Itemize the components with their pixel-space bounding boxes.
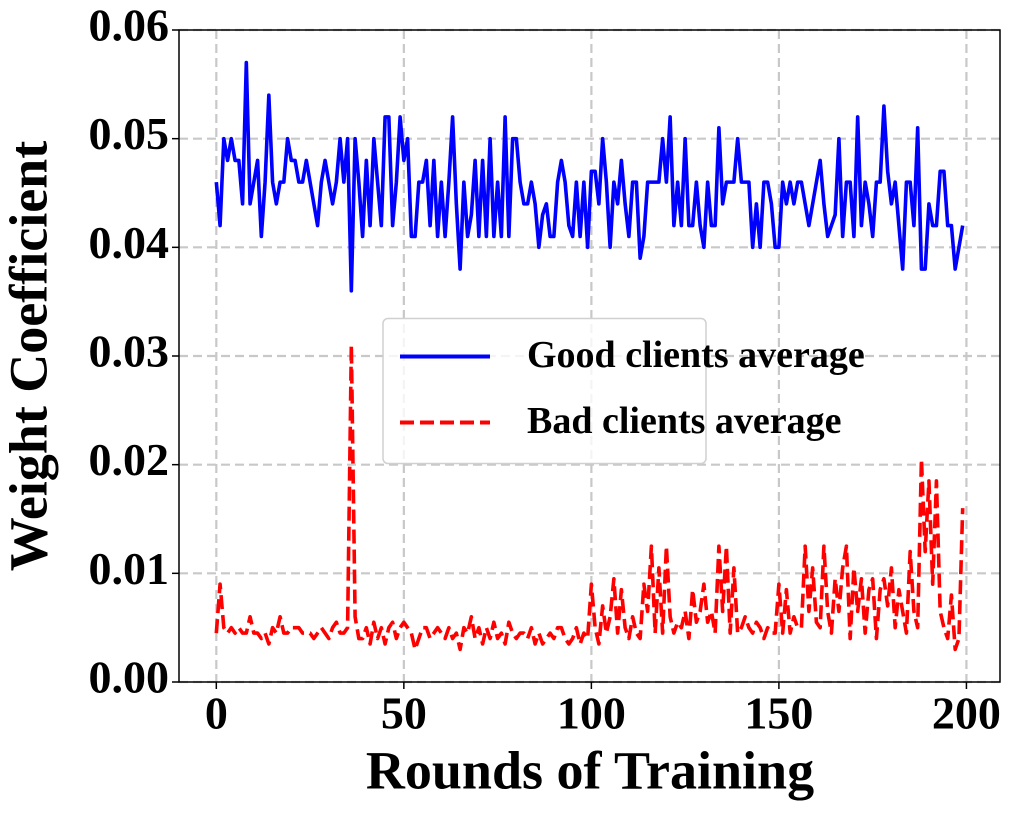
y-axis-label: Weight Coefficient bbox=[0, 141, 58, 571]
data-line bbox=[214, 60, 965, 293]
plot-frame bbox=[178, 29, 1001, 683]
x-axis-label: Rounds of Training bbox=[366, 740, 814, 800]
legend: Good clients average Bad clients average bbox=[382, 317, 865, 465]
x-tick-label: 200 bbox=[932, 688, 1001, 739]
x-tick-label: 0 bbox=[205, 688, 228, 739]
data-line bbox=[214, 343, 965, 652]
y-tick-label: 0.06 bbox=[89, 0, 170, 51]
y-tick-label: 0.05 bbox=[89, 108, 170, 159]
x-tick-label: 100 bbox=[557, 688, 626, 739]
y-tick-label: 0.03 bbox=[89, 326, 170, 377]
x-tick-label: 50 bbox=[381, 688, 427, 739]
legend-label: Bad clients average bbox=[527, 400, 842, 442]
y-tick-label: 0.00 bbox=[89, 652, 170, 703]
x-tick-label: 150 bbox=[744, 688, 813, 739]
y-tick-label: 0.02 bbox=[89, 434, 170, 485]
y-tick-label: 0.01 bbox=[89, 543, 170, 594]
legend-label: Good clients average bbox=[527, 334, 865, 376]
y-tick-label: 0.04 bbox=[89, 217, 170, 268]
